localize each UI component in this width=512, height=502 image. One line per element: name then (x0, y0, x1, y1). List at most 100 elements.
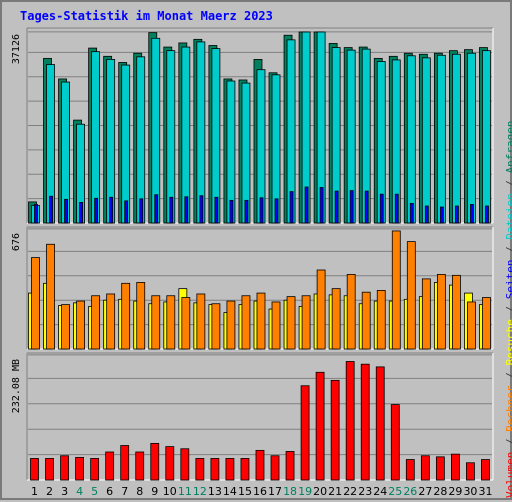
legend-anfragen: Anfragen (504, 120, 512, 174)
bar-volumen (45, 458, 54, 481)
bar-volumen (225, 458, 235, 481)
legend-separator: / (504, 366, 512, 386)
x-tick-label: 14 (223, 485, 237, 498)
bar-volumen (345, 361, 355, 481)
bar-rechner (121, 282, 131, 350)
x-tick-label: 21 (328, 485, 342, 498)
bar-seiten (199, 195, 204, 224)
bar-dateien (121, 64, 131, 224)
bar-rechner (482, 297, 491, 350)
bar-rechner (421, 278, 431, 350)
x-tick-label: 12 (193, 485, 207, 498)
bar-seiten (64, 198, 68, 224)
x-tick-label: 10 (163, 485, 177, 498)
bar-dateien (436, 54, 446, 224)
x-tick-label: 7 (121, 485, 128, 498)
bar-seiten (409, 203, 414, 224)
bar-dateien (211, 48, 221, 224)
bar-volumen (270, 455, 280, 481)
bar-volumen (240, 458, 250, 481)
x-tick-label: 18 (283, 485, 297, 498)
bar-dateien (452, 53, 461, 224)
bar-volumen (75, 456, 84, 481)
bar-volumen (210, 458, 220, 481)
bar-volumen (300, 385, 310, 481)
bar-volumen (90, 458, 100, 481)
x-tick-label: 8 (136, 485, 143, 498)
bar-volumen (330, 379, 340, 481)
x-tick-label: 2 (46, 485, 53, 498)
x-tick-label: 16 (253, 485, 267, 498)
bar-volumen (180, 448, 190, 481)
bar-volumen (60, 455, 69, 481)
bar-seiten (154, 194, 159, 224)
bar-seiten (259, 197, 264, 224)
bar-seiten (139, 198, 144, 224)
bar-seiten (304, 186, 309, 224)
bar-rechner (286, 296, 296, 350)
bar-rechner (331, 288, 341, 350)
bar-volumen (420, 455, 430, 481)
bar-volumen (30, 458, 39, 481)
legend-separator: / (504, 299, 512, 319)
bar-rechner (436, 274, 446, 350)
legend-separator: / (504, 432, 512, 452)
bar-rechner (376, 290, 386, 350)
bar-volumen (451, 453, 460, 481)
bar-volumen (405, 459, 415, 481)
bar-seiten (379, 193, 384, 224)
x-tick-label: 23 (358, 485, 372, 498)
bar-rechner (136, 282, 146, 350)
bar-volumen (120, 445, 130, 481)
bar-volumen (435, 456, 445, 481)
x-tick-label: 24 (373, 485, 387, 498)
bar-seiten (184, 196, 189, 224)
x-tick-label: 22 (343, 485, 357, 498)
y-max-label-anfragen: 37126 (11, 34, 22, 64)
bar-rechner (256, 292, 266, 350)
bar-rechner (361, 291, 371, 350)
chart-bars (28, 31, 491, 481)
bar-dateien (421, 57, 431, 224)
legend-rechner: Rechner (504, 385, 512, 432)
bar-volumen (135, 451, 145, 481)
bar-rechner (196, 293, 206, 350)
bar-dateien (406, 55, 416, 224)
bar-rechner (181, 297, 191, 350)
chart-title: Tages-Statistik im Monat Maerz 2023 (20, 9, 273, 23)
legend-separator: / (504, 240, 512, 260)
bar-volumen (481, 459, 490, 481)
bar-seiten (244, 199, 249, 224)
bar-rechner (241, 295, 251, 350)
bar-seiten (424, 205, 429, 224)
bar-seiten (94, 197, 99, 224)
x-tick-label: 15 (238, 485, 252, 498)
bar-rechner (151, 295, 161, 350)
x-tick-label: 31 (478, 485, 492, 498)
legend-dateien: Dateien (504, 193, 512, 240)
bar-volumen (165, 446, 175, 481)
bar-volumen (150, 442, 160, 481)
x-tick-label: 27 (418, 485, 432, 498)
bar-seiten (455, 205, 459, 224)
bar-seiten (289, 191, 294, 224)
bar-seiten (34, 204, 38, 224)
bar-seiten (319, 187, 324, 224)
bar-rechner (211, 303, 221, 350)
bar-rechner (406, 241, 416, 350)
x-tick-label: 19 (298, 485, 312, 498)
bar-rechner (467, 301, 476, 350)
bar-seiten (124, 200, 129, 224)
bar-seiten (274, 198, 279, 224)
x-tick-label: 17 (268, 485, 282, 498)
bar-volumen (375, 366, 385, 481)
bar-volumen (105, 451, 115, 481)
bar-rechner (301, 295, 311, 350)
bar-rechner (166, 295, 176, 350)
bar-rechner (226, 300, 236, 350)
legend-seiten: Seiten (504, 259, 512, 300)
bar-seiten (439, 206, 444, 224)
legend-volumen: Volumen (504, 451, 512, 498)
